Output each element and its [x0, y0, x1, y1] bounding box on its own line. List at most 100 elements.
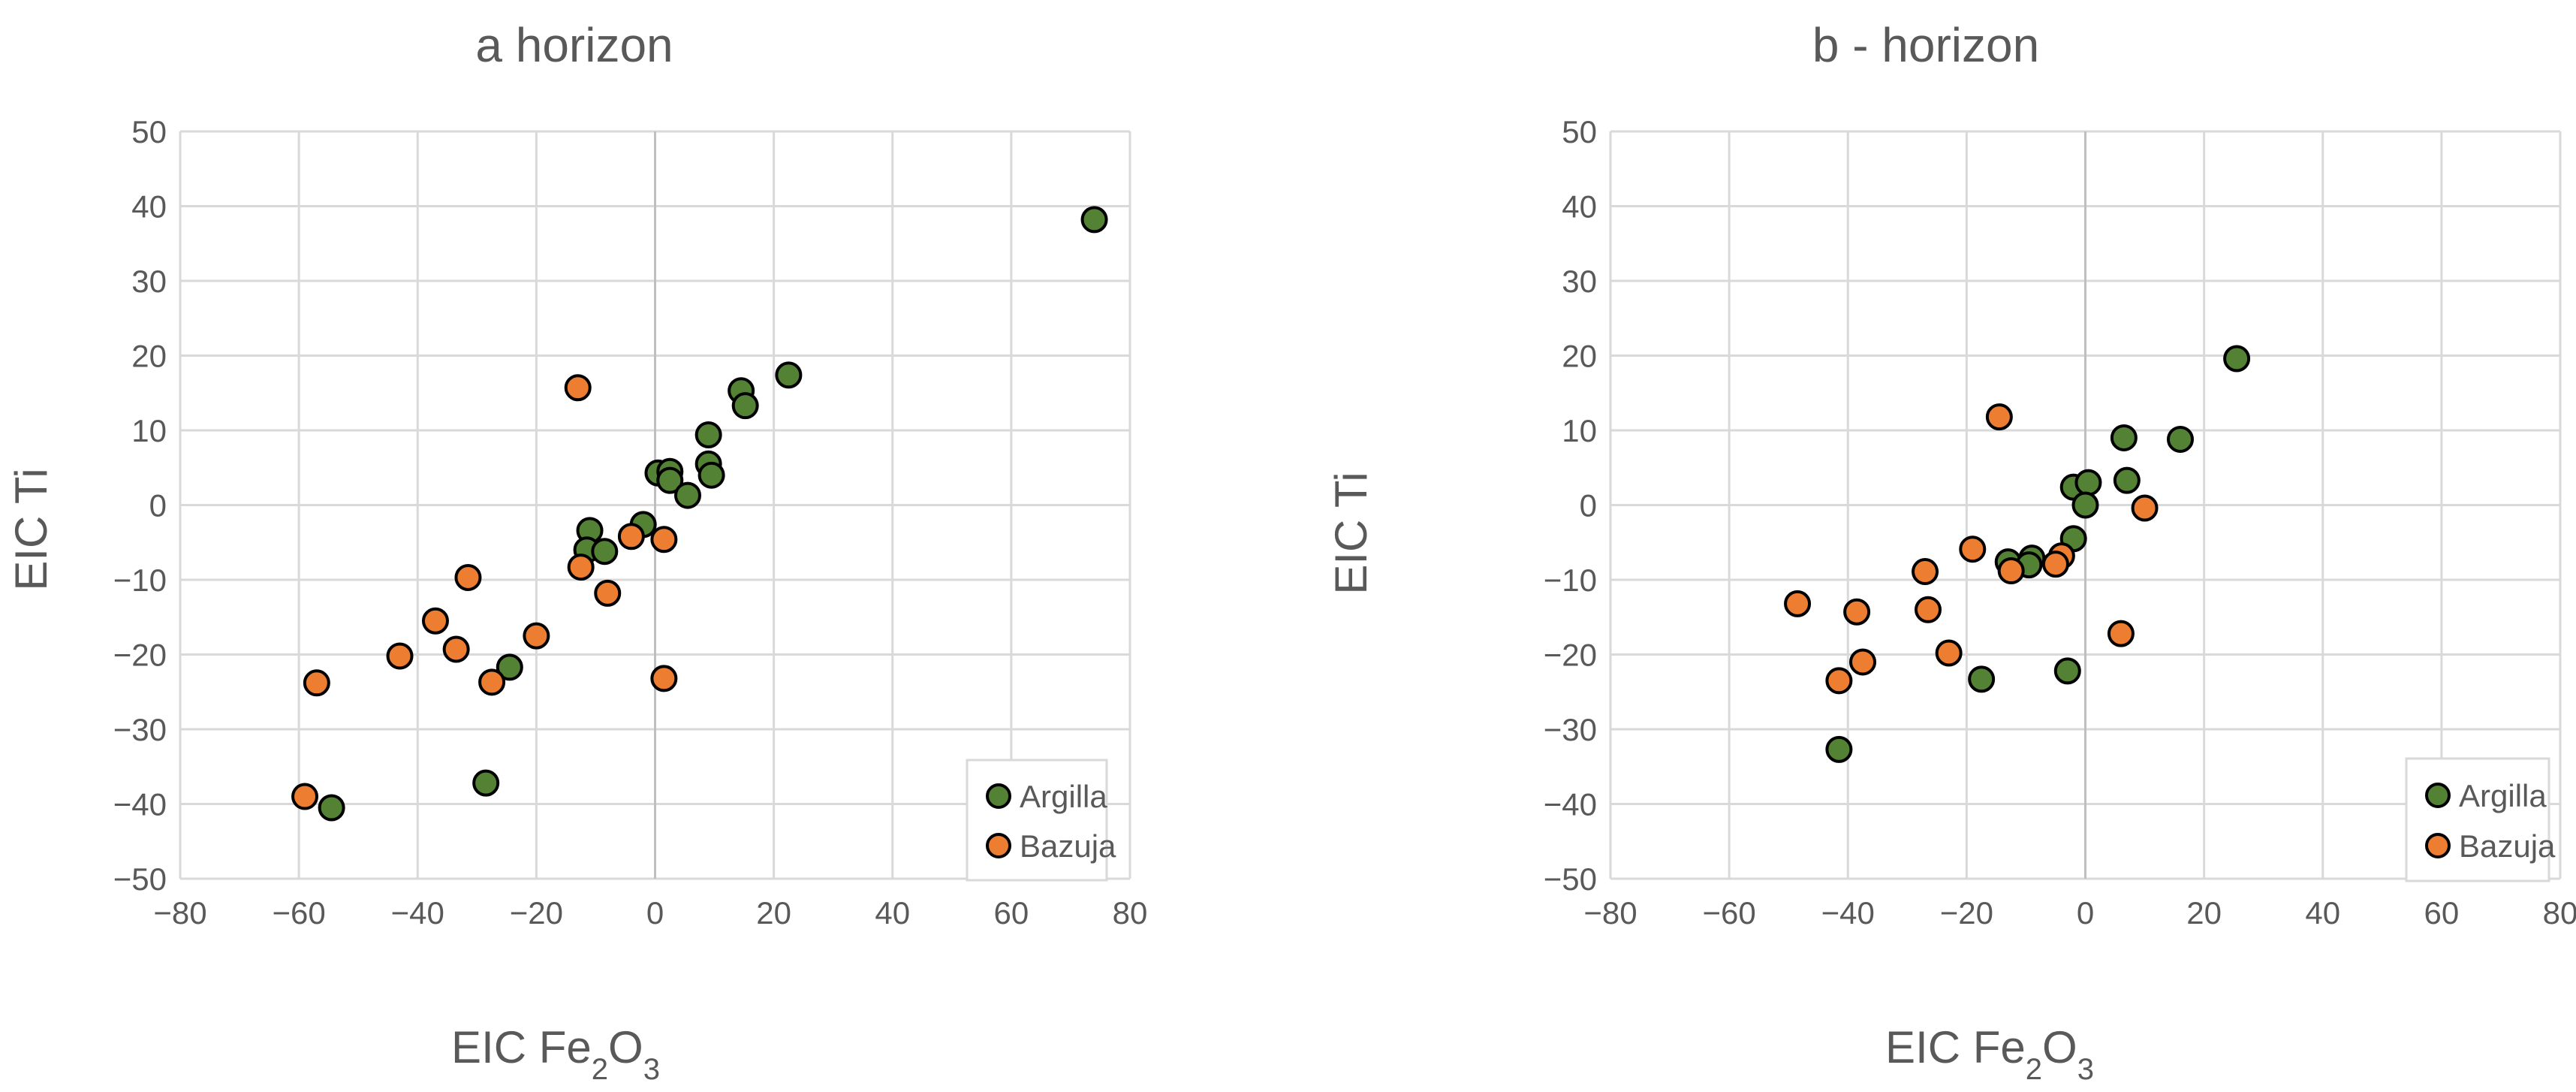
y-tick-label: 0	[149, 488, 167, 523]
legend-label-argilla: Argilla	[2459, 778, 2547, 813]
x-tick-label: 0	[2077, 895, 2094, 931]
y-tick-label: 50	[1562, 114, 1597, 149]
y-tick-label: 30	[1562, 264, 1597, 299]
data-point-bazuja	[2041, 551, 2069, 578]
x-tick-label: 60	[2424, 895, 2460, 931]
data-point-argilla	[2113, 466, 2141, 494]
x-tick-label: 40	[2305, 895, 2340, 931]
y-axis-title: EIC Ti	[6, 468, 56, 590]
data-point-bazuja	[1784, 590, 1812, 617]
x-tick-label: 20	[756, 895, 791, 931]
data-points	[291, 206, 1108, 822]
data-point-bazuja	[478, 668, 506, 696]
x-tick-label: −20	[510, 895, 563, 931]
x-tick-label: −60	[273, 895, 326, 931]
y-tick-label: −30	[1544, 712, 1597, 747]
x-axis-title-mid: O	[608, 1022, 643, 1072]
x-tick-label: 60	[994, 895, 1029, 931]
data-point-bazuja	[650, 526, 678, 554]
legend-swatch-argilla	[986, 783, 1011, 809]
data-point-bazuja	[454, 564, 482, 592]
data-point-argilla	[2071, 491, 2099, 519]
x-tick-label: 80	[1113, 895, 1148, 931]
chart-a-horizon: a horizon −80 −60 −40 −20 0 20 40 60 80 −50 −40 −30…	[0, 0, 1288, 1088]
x-tick-label: 40	[875, 895, 910, 931]
x-tick-label: −80	[153, 895, 206, 931]
x-axis-title-main: EIC Fe	[451, 1022, 592, 1072]
data-point-bazuja	[567, 554, 595, 581]
legend: Argilla Bazuja	[966, 759, 1116, 882]
data-point-bazuja	[1997, 557, 2025, 585]
data-point-argilla	[656, 466, 684, 494]
data-point-bazuja	[2131, 494, 2159, 522]
y-tick-label: 10	[131, 413, 167, 448]
chart-b-horizon: b - horizon −80 −60 −40 −20 0 20 40 60 80 −50 −40−…	[1288, 0, 2576, 1088]
data-points	[1784, 345, 2251, 763]
data-point-argilla	[1825, 735, 1853, 763]
x-axis-title-sub2: 3	[2077, 1053, 2094, 1086]
gridlines	[1609, 130, 2562, 880]
x-axis-title: EIC Fe2O3	[1885, 1022, 2094, 1086]
data-point-bazuja	[442, 635, 470, 663]
y-tick-label: −50	[113, 861, 167, 897]
data-point-bazuja	[1843, 598, 1871, 626]
x-axis-title-sub1: 2	[2026, 1053, 2042, 1086]
legend-swatch-bazuja	[2425, 833, 2451, 858]
legend-swatch-bazuja	[986, 833, 1011, 858]
legend-label-bazuja: Bazuja	[1020, 828, 1116, 864]
y-tick-label: −40	[1544, 787, 1597, 822]
y-tick-label: 20	[131, 339, 167, 374]
data-point-argilla	[318, 794, 345, 822]
y-tick-label: 40	[1562, 189, 1597, 225]
data-point-bazuja	[617, 523, 645, 551]
chart-a-svg: a horizon −80 −60 −40 −20 0 20 40 60 80−50−40−30…	[6, 18, 1148, 1086]
x-tick-label: −20	[1940, 895, 1993, 931]
tick-labels: −80 −60 −40 −20 0 20 40 60 80 −50 −40 −30 −20 −10 0 10 2…	[113, 114, 1148, 931]
data-point-argilla	[472, 769, 500, 797]
data-point-bazuja	[523, 622, 550, 650]
data-point-argilla	[1080, 206, 1108, 234]
data-point-bazuja	[1959, 535, 1987, 563]
x-tick-label: −60	[1703, 895, 1756, 931]
y-axis-title: EIC Ti	[1326, 472, 1376, 594]
y-tick-label: 20	[1562, 339, 1597, 374]
legend-swatch-argilla	[2425, 783, 2451, 808]
y-tick-label: 0	[1580, 488, 1597, 523]
y-tick-label: −50	[1544, 861, 1597, 897]
data-point-argilla	[2223, 345, 2251, 373]
data-point-argilla	[673, 481, 701, 509]
data-point-bazuja	[386, 642, 414, 670]
data-point-bazuja	[564, 374, 592, 402]
y-tick-label: 30	[131, 264, 167, 299]
data-point-bazuja	[1914, 596, 1942, 623]
data-point-argilla	[775, 361, 803, 389]
data-point-argilla	[496, 653, 523, 681]
legend-box	[966, 759, 1108, 882]
data-point-argilla	[697, 461, 725, 489]
data-point-bazuja	[1935, 639, 1963, 667]
x-axis-title: EIC Fe2O3	[451, 1022, 660, 1086]
x-axis-title-main: EIC Fe	[1885, 1022, 2026, 1072]
data-point-bazuja	[1985, 403, 2013, 431]
x-tick-label: 80	[2543, 895, 2576, 931]
data-point-argilla	[2053, 657, 2081, 685]
data-point-bazuja	[303, 669, 330, 697]
data-point-argilla	[731, 392, 759, 420]
x-tick-label: −40	[391, 895, 444, 931]
x-tick-label: 20	[2186, 895, 2222, 931]
legend-box	[2405, 757, 2550, 882]
data-point-bazuja	[1825, 667, 1853, 695]
y-tick-label: 10	[1562, 413, 1597, 448]
x-tick-label: −40	[1821, 895, 1875, 931]
y-tick-label: −10	[1544, 563, 1597, 598]
tick-labels: −80 −60 −40 −20 0 20 40 60 80 −50 −40 −30 −20 −10 0 10 2…	[1544, 114, 2576, 931]
data-point-argilla	[694, 421, 722, 448]
x-axis-title-sub1: 2	[592, 1053, 608, 1086]
data-point-bazuja	[421, 607, 449, 635]
data-point-argilla	[591, 538, 619, 566]
x-tick-label: −80	[1583, 895, 1637, 931]
chart-title: b - horizon	[1812, 18, 2039, 72]
data-point-argilla	[2074, 469, 2102, 496]
data-point-argilla	[2110, 424, 2138, 451]
data-point-bazuja	[2107, 620, 2135, 647]
